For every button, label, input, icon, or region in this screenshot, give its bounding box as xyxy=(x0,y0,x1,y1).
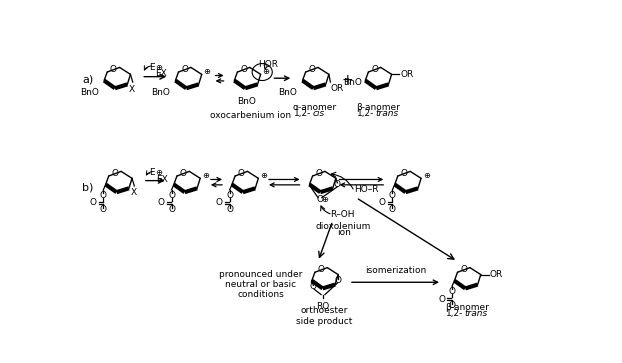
Text: O: O xyxy=(181,65,188,74)
Text: O: O xyxy=(240,65,247,74)
Text: O: O xyxy=(318,265,325,274)
Text: X: X xyxy=(131,188,137,197)
Text: O: O xyxy=(334,180,341,189)
Text: O: O xyxy=(110,65,117,74)
Text: β-anomer: β-anomer xyxy=(445,303,489,312)
Text: OR: OR xyxy=(400,70,414,79)
Text: O: O xyxy=(180,169,187,178)
Text: O: O xyxy=(100,205,107,213)
Text: O: O xyxy=(310,282,317,291)
Text: O: O xyxy=(448,287,455,296)
Text: O: O xyxy=(216,199,223,207)
Text: β-anomer: β-anomer xyxy=(356,103,399,112)
Text: OR: OR xyxy=(490,270,503,279)
Text: O: O xyxy=(389,205,396,213)
Text: BnO: BnO xyxy=(151,87,170,97)
Text: O: O xyxy=(316,195,323,204)
Text: ⊕: ⊕ xyxy=(322,195,328,204)
Text: O: O xyxy=(389,191,396,200)
Text: O: O xyxy=(238,169,245,178)
Text: EX: EX xyxy=(156,69,167,78)
Text: RO: RO xyxy=(316,302,329,311)
Text: O: O xyxy=(168,205,175,213)
Text: isomerization: isomerization xyxy=(365,266,426,275)
Text: O: O xyxy=(448,301,455,310)
Text: OR: OR xyxy=(330,84,343,93)
Text: +: + xyxy=(341,73,353,87)
Text: O: O xyxy=(111,169,118,178)
Text: trans: trans xyxy=(465,309,488,318)
Text: O: O xyxy=(157,199,165,207)
Text: ⊕: ⊕ xyxy=(156,168,162,177)
Text: ion: ion xyxy=(337,228,351,237)
Text: R–OH: R–OH xyxy=(330,210,354,219)
Text: EX: EX xyxy=(156,175,168,184)
Text: O: O xyxy=(100,191,107,200)
Text: ⊕: ⊕ xyxy=(262,67,269,76)
Text: dioxolenium: dioxolenium xyxy=(316,222,371,231)
Text: α-anomer: α-anomer xyxy=(293,103,337,112)
Text: ⊕: ⊕ xyxy=(203,67,211,76)
Text: E: E xyxy=(149,168,155,177)
Text: 1,2-: 1,2- xyxy=(294,109,312,118)
Text: ⊕: ⊕ xyxy=(423,171,430,180)
Text: HO–R: HO–R xyxy=(355,185,379,194)
Text: O: O xyxy=(226,205,233,213)
Text: O: O xyxy=(335,276,341,285)
Text: orthoester
side product: orthoester side product xyxy=(296,306,353,326)
Text: O: O xyxy=(378,199,386,207)
Text: b): b) xyxy=(82,183,94,192)
Text: trans: trans xyxy=(375,109,399,118)
Text: HOR: HOR xyxy=(258,60,279,69)
Text: BnO: BnO xyxy=(278,87,297,97)
Text: cis: cis xyxy=(313,109,325,118)
Text: O: O xyxy=(90,199,96,207)
Text: O: O xyxy=(371,65,378,74)
Text: oxocarbenium ion: oxocarbenium ion xyxy=(210,111,291,119)
Text: O: O xyxy=(168,191,175,200)
Text: 1,2-: 1,2- xyxy=(447,309,463,318)
Text: O: O xyxy=(309,65,315,74)
Text: ⊕: ⊕ xyxy=(202,171,209,180)
Text: BnO: BnO xyxy=(343,78,362,86)
Text: O: O xyxy=(401,169,407,178)
Text: O: O xyxy=(438,295,445,304)
Text: O: O xyxy=(226,191,233,200)
Text: BnO: BnO xyxy=(237,97,256,106)
Text: 1,2-: 1,2- xyxy=(357,109,374,118)
Text: E: E xyxy=(149,63,155,72)
Text: X: X xyxy=(129,85,135,94)
Text: pronounced under
neutral or basic
conditions: pronounced under neutral or basic condit… xyxy=(219,270,302,299)
Text: O: O xyxy=(460,265,467,274)
Text: ⊕: ⊕ xyxy=(156,63,162,72)
Text: BnO: BnO xyxy=(80,87,99,97)
Text: ⊕: ⊕ xyxy=(260,171,267,180)
Text: a): a) xyxy=(82,75,94,85)
Text: O: O xyxy=(315,169,322,178)
